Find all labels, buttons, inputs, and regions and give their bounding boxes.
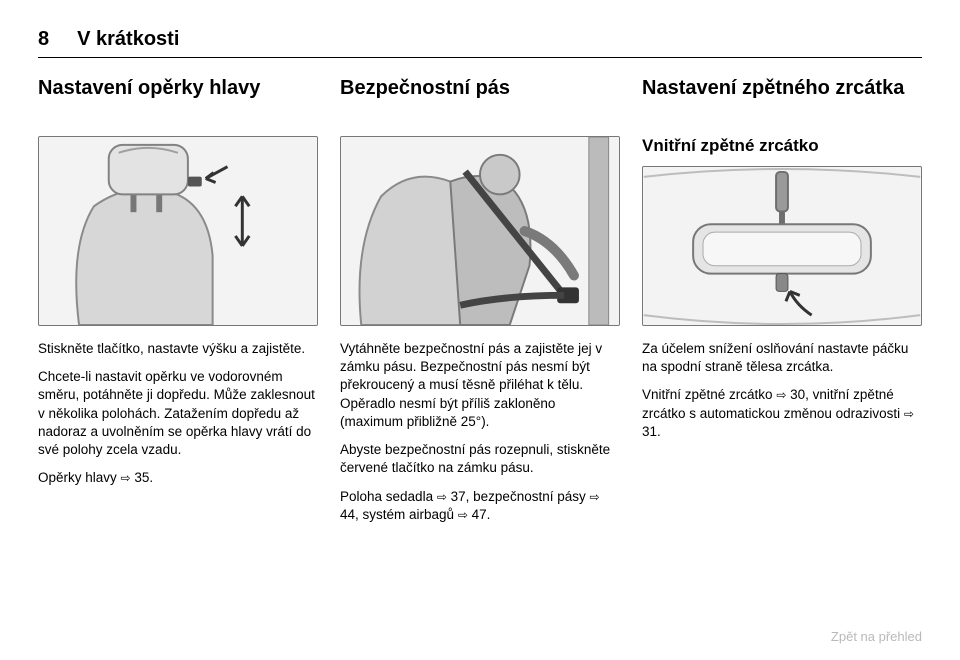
col3-p2: Vnitřní zpětné zrcátko ⇨ 30, vnitřní zpě… xyxy=(642,386,922,441)
col3-p1: Za účelem snížení oslňování nastavte páč… xyxy=(642,340,922,376)
col2-p3c: 44, systém airbagů xyxy=(340,507,458,522)
col3-p2c: 31. xyxy=(642,424,661,439)
illustration-seatbelt xyxy=(340,136,620,326)
ref-icon: ⇨ xyxy=(121,470,131,486)
col3-p2a: Vnitřní zpětné zrcátko xyxy=(642,387,776,402)
col3-title: Nastavení zpětného zrcátka xyxy=(642,76,922,128)
column-2: Bezpečnostní pás xyxy=(340,76,620,534)
col1-p2: Chcete-li nastavit opěrku ve vodorovném … xyxy=(38,368,318,459)
illustration-mirror xyxy=(642,166,922,326)
column-1: Nastavení opěrky hlavy xyxy=(38,76,318,534)
col2-p3a: Poloha sedadla xyxy=(340,489,437,504)
ref-icon: ⇨ xyxy=(904,406,914,422)
page-number: 8 xyxy=(38,28,49,51)
col1-title: Nastavení opěrky hlavy xyxy=(38,76,318,128)
col2-p2: Abyste bezpečnostní pás rozepnuli, stisk… xyxy=(340,441,620,477)
col3-subtitle: Vnitřní zpětné zrcátko xyxy=(642,136,922,156)
ref-icon: ⇨ xyxy=(458,507,468,523)
col2-p1: Vytáhněte bezpečnostní pás a zajistěte j… xyxy=(340,340,620,431)
col2-p3d: 47. xyxy=(468,507,491,522)
ref-icon: ⇨ xyxy=(776,387,786,403)
col2-p3b: 37, bezpečnostní pásy xyxy=(447,489,590,504)
ref-icon: ⇨ xyxy=(437,489,447,505)
col2-title: Bezpečnostní pás xyxy=(340,76,620,128)
header-rule xyxy=(38,57,922,58)
col2-p3: Poloha sedadla ⇨ 37, bezpečnostní pásy ⇨… xyxy=(340,488,620,524)
col1-p3: Opěrky hlavy ⇨ 35. xyxy=(38,469,318,487)
content-columns: Nastavení opěrky hlavy xyxy=(38,76,922,534)
col1-p1: Stiskněte tlačítko, nastavte výšku a zaj… xyxy=(38,340,318,358)
illustration-headrest xyxy=(38,136,318,326)
col1-p3a: Opěrky hlavy xyxy=(38,470,121,485)
column-3: Nastavení zpětného zrcátka Vnitřní zpětn… xyxy=(642,76,922,534)
ref-icon: ⇨ xyxy=(589,489,599,505)
col1-p3b: 35. xyxy=(131,470,154,485)
footer-back-link[interactable]: Zpět na přehled xyxy=(831,629,922,644)
page-header: 8 V krátkosti xyxy=(38,28,922,51)
chapter-title: V krátkosti xyxy=(77,28,179,51)
